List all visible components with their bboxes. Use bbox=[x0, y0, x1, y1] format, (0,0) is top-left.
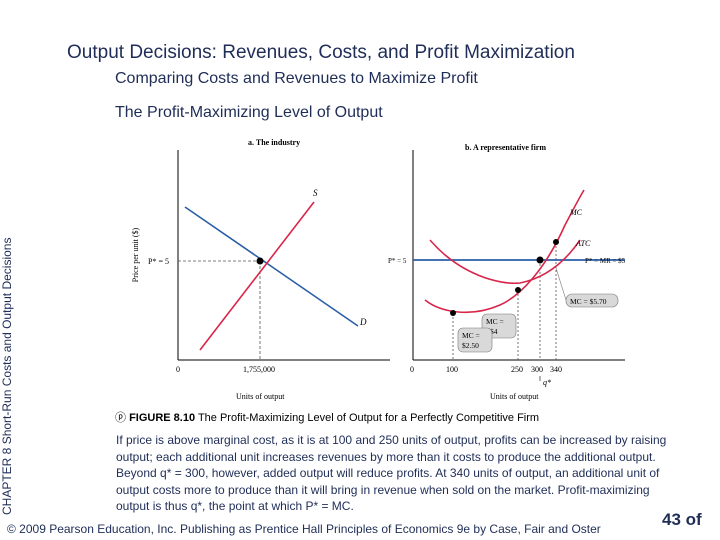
panel-b-heading: b. A representative firm bbox=[465, 143, 546, 152]
figure-title: The Profit-Maximizing Level of Output fo… bbox=[197, 412, 540, 424]
callout-mc-250-line1: MC = bbox=[462, 331, 480, 340]
panel-b-x-340: 340 bbox=[550, 365, 562, 374]
atc-label: ATC bbox=[575, 239, 591, 248]
atc-curve bbox=[429, 239, 581, 285]
callout-mc-570-text: MC = $5.70 bbox=[570, 297, 607, 306]
panel-a-heading: a. The industry bbox=[248, 138, 300, 147]
supply-label: S bbox=[313, 188, 318, 198]
figure-caption: ⓟ FIGURE 8.10 The Profit-Maximizing Leve… bbox=[115, 409, 539, 425]
callout-mc-250 bbox=[457, 327, 493, 353]
copyright-footer: © 2009 Pearson Education, Inc. Publishin… bbox=[7, 522, 601, 536]
demand-curve bbox=[184, 206, 359, 327]
demand-label: D bbox=[359, 317, 367, 327]
figure-icon: ⓟ bbox=[115, 412, 126, 424]
page-number: 43 of bbox=[662, 510, 702, 529]
mc-point-250 bbox=[515, 287, 521, 293]
slide-title: Output Decisions: Revenues, Costs, and P… bbox=[67, 42, 575, 63]
panel-b-x-zero: 0 bbox=[410, 365, 414, 374]
panel-a-x-label: Units of output bbox=[236, 392, 285, 401]
callout-mc-250-line2: $2.50 bbox=[462, 341, 479, 350]
callout-mc-4-line1: MC = bbox=[486, 317, 504, 326]
callout-mc-570-leader bbox=[555, 267, 567, 301]
mc-curve bbox=[424, 189, 585, 314]
mc-point-340 bbox=[553, 239, 559, 245]
profit-max-point bbox=[536, 256, 544, 264]
figure-number: FIGURE 8.10 bbox=[129, 412, 196, 424]
panel-a-x-zero: 0 bbox=[176, 365, 180, 374]
slide-subtitle: Comparing Costs and Revenues to Maximize… bbox=[115, 70, 478, 87]
panel-a-x-quantity: 1,755,000 bbox=[243, 365, 275, 374]
mc-label: MC bbox=[569, 208, 583, 217]
slide-section-heading: The Profit-Maximizing Level of Output bbox=[115, 104, 383, 121]
panel-b-price-label: P* = 5 bbox=[388, 257, 407, 265]
mr-label: P* = MR = $5 bbox=[585, 257, 626, 265]
panel-b-x-100: 100 bbox=[446, 365, 458, 374]
figure-explanation: If price is above marginal cost, as it i… bbox=[116, 433, 667, 513]
panel-b-x-250: 250 bbox=[511, 365, 523, 374]
panel-a-y-label: Price per unit ($) bbox=[131, 227, 140, 282]
callout-mc-4-line2: $4 bbox=[490, 327, 498, 336]
callout-mc-570 bbox=[565, 293, 619, 308]
qstar-label: q* bbox=[543, 378, 551, 387]
mc-point-100 bbox=[450, 310, 456, 316]
panel-b-x-label: Units of output bbox=[490, 392, 539, 401]
industry-equilibrium-point bbox=[256, 257, 264, 265]
panel-a-price-label: P* = 5 bbox=[148, 257, 169, 266]
supply-curve bbox=[199, 201, 315, 351]
panel-b-x-300: 300 bbox=[531, 365, 543, 374]
